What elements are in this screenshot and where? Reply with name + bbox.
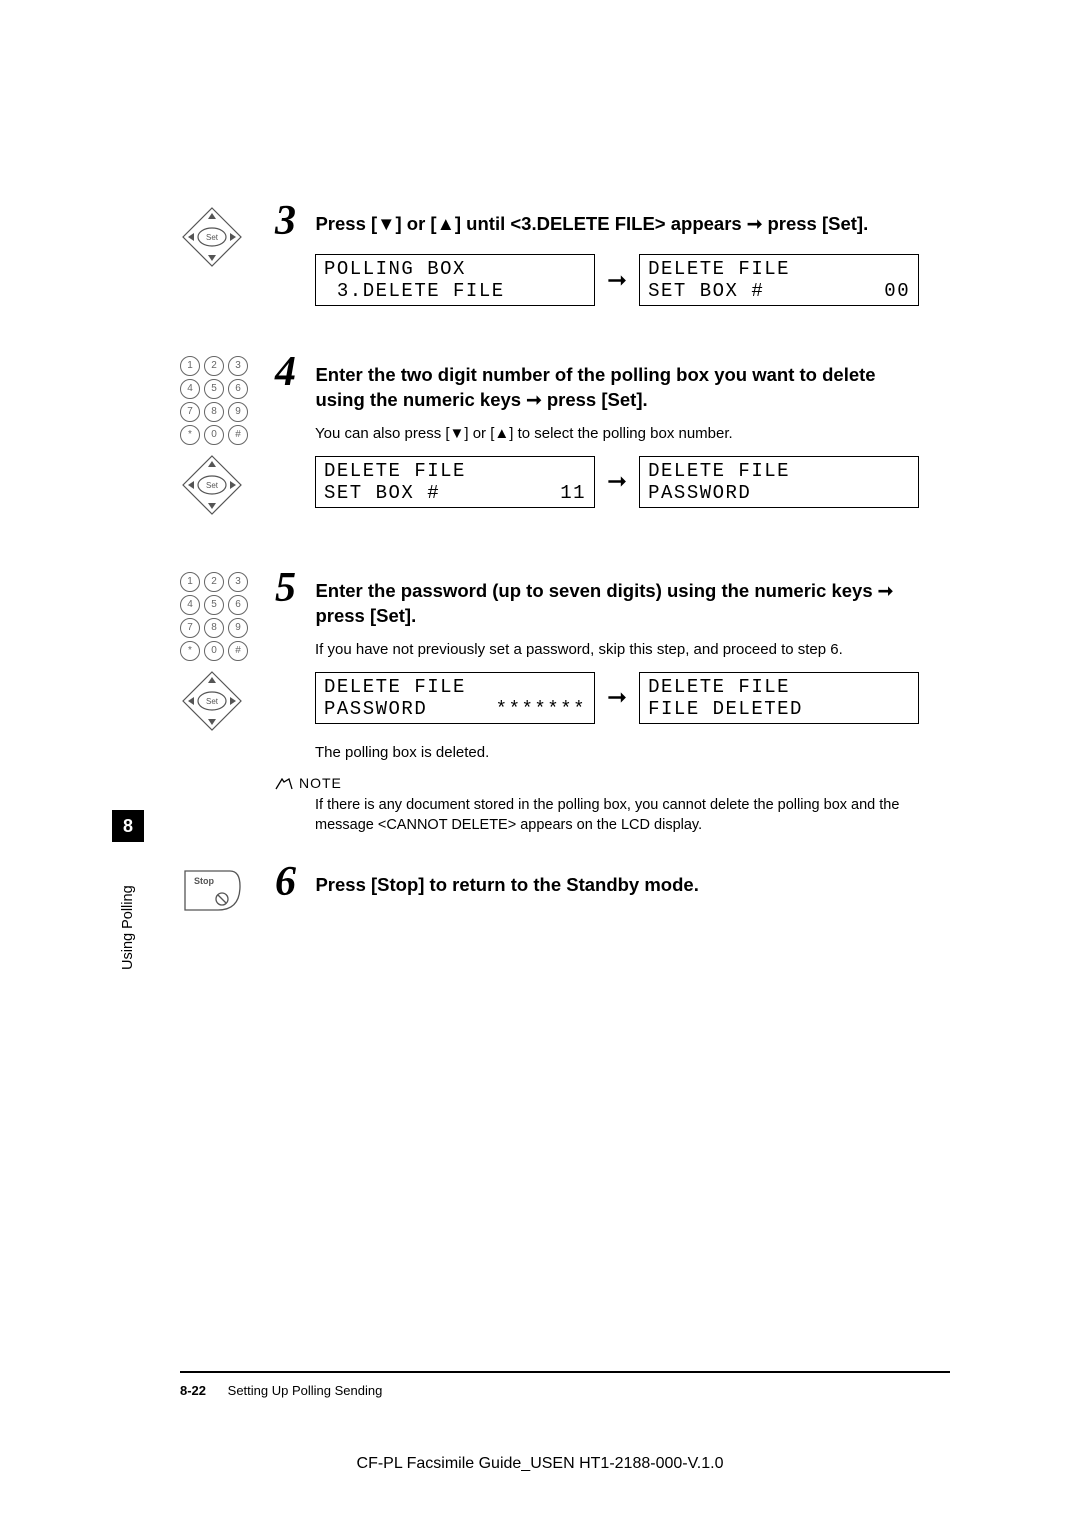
lcd-display: DELETE FILE SET BOX #11 xyxy=(315,456,595,508)
step-3: Set 3 Press [▼] or [▲] until <3.DELETE F… xyxy=(180,200,950,306)
chapter-tab: 8 Using Polling xyxy=(112,810,144,970)
step-title: Enter the two digit number of the pollin… xyxy=(315,351,905,413)
svg-text:Stop: Stop xyxy=(194,876,214,886)
chapter-label: Using Polling xyxy=(120,885,136,970)
svg-text:Set: Set xyxy=(206,481,219,490)
result-text: The polling box is deleted. xyxy=(315,742,950,763)
note-label: NOTE xyxy=(299,775,342,791)
page-number: 8-22 xyxy=(180,1383,206,1398)
lcd-display: DELETE FILE PASSWORD xyxy=(639,456,919,508)
step-5: 123 456 789 *0# Set 5 Enter the password… xyxy=(180,567,950,836)
footer-section: Setting Up Polling Sending xyxy=(228,1383,383,1398)
lcd-display: DELETE FILE SET BOX #00 xyxy=(639,254,919,306)
step-title: Press [Stop] to return to the Standby mo… xyxy=(315,861,905,898)
step-number: 4 xyxy=(275,351,311,393)
step-4: 123 456 789 *0# Set 4 Enter the two digi… xyxy=(180,351,950,522)
note-body: If there is any document stored in the p… xyxy=(315,795,915,836)
set-nav-icon: Set xyxy=(180,669,244,733)
step-subtext: You can also press [▼] or [▲] to select … xyxy=(315,423,950,444)
note-icon xyxy=(275,778,293,790)
step-number: 3 xyxy=(275,200,311,242)
set-nav-icon: Set xyxy=(180,205,244,269)
arrow-icon: ➞ xyxy=(607,683,627,712)
lcd-display: POLLING BOX 3.DELETE FILE xyxy=(315,254,595,306)
step-number: 6 xyxy=(275,861,311,903)
lcd-display: DELETE FILE FILE DELETED xyxy=(639,672,919,724)
svg-text:Set: Set xyxy=(206,233,219,242)
step-subtext: If you have not previously set a passwor… xyxy=(315,639,950,660)
svg-text:Set: Set xyxy=(206,697,219,706)
arrow-icon: ➞ xyxy=(607,467,627,496)
document-id: CF-PL Facsimile Guide_USEN HT1-2188-000-… xyxy=(0,1455,1080,1473)
chapter-number: 8 xyxy=(112,810,144,842)
set-nav-icon: Set xyxy=(180,453,244,517)
arrow-icon: ➞ xyxy=(607,266,627,295)
page-content: Set 3 Press [▼] or [▲] until <3.DELETE F… xyxy=(180,200,950,964)
page-footer: 8-22 Setting Up Polling Sending xyxy=(180,1371,950,1398)
step-title: Press [▼] or [▲] until <3.DELETE FILE> a… xyxy=(315,200,905,237)
stop-button-icon: Stop xyxy=(180,866,242,914)
numeric-keypad-icon: 123 456 789 *0# xyxy=(180,356,248,445)
step-6: Stop 6 Press [Stop] to return to the Sta… xyxy=(180,861,950,919)
note-block: NOTE xyxy=(275,775,950,791)
numeric-keypad-icon: 123 456 789 *0# xyxy=(180,572,248,661)
lcd-display: DELETE FILE PASSWORD******* xyxy=(315,672,595,724)
step-number: 5 xyxy=(275,567,311,609)
step-title: Enter the password (up to seven digits) … xyxy=(315,567,905,629)
